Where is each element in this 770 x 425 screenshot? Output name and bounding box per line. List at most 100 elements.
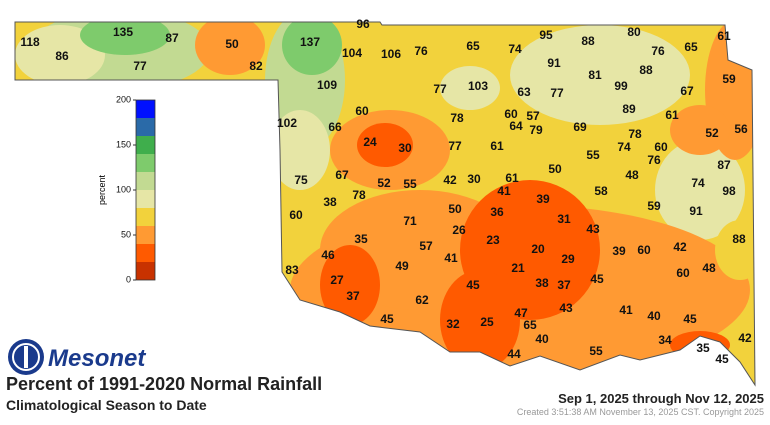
colorbar-tick-label: 200: [116, 94, 131, 104]
station-value: 38: [323, 195, 337, 209]
logo: Mesonet: [8, 339, 146, 375]
station-value: 57: [526, 109, 540, 123]
created: Created 3:51:38 AM November 13, 2025 CST…: [517, 407, 764, 417]
station-value: 55: [586, 148, 600, 162]
station-value: 56: [734, 122, 748, 136]
station-value: 78: [450, 111, 464, 125]
station-value: 102: [277, 116, 297, 130]
station-value: 43: [559, 301, 573, 315]
station-value: 50: [548, 162, 562, 176]
station-value: 58: [594, 184, 608, 198]
station-value: 89: [622, 102, 636, 116]
station-value: 76: [414, 44, 428, 58]
station-value: 37: [557, 278, 571, 292]
station-value: 50: [448, 202, 462, 216]
station-value: 78: [352, 188, 366, 202]
colorbar-tick-label: 150: [116, 139, 131, 149]
colorbar-tick-label: 0: [126, 274, 131, 284]
subtitle: Climatological Season to Date: [6, 397, 207, 413]
station-value: 47: [514, 306, 528, 320]
station-value: 35: [696, 341, 710, 355]
station-value: 71: [403, 214, 417, 228]
station-value: 64: [509, 119, 523, 133]
station-value: 77: [550, 86, 564, 100]
colorbar-bin: [136, 262, 155, 280]
station-value: 99: [614, 79, 628, 93]
colorbar-bin: [136, 226, 155, 244]
title: Percent of 1991-2020 Normal Rainfall: [6, 374, 322, 394]
colorbar-bin: [136, 100, 155, 118]
station-value: 46: [321, 248, 335, 262]
station-value: 20: [531, 242, 545, 256]
colorbar-bin: [136, 154, 155, 172]
station-value: 103: [468, 79, 488, 93]
station-value: 34: [658, 333, 672, 347]
station-value: 37: [346, 289, 360, 303]
station-value: 40: [647, 309, 661, 323]
colorbar-label: percent: [97, 174, 107, 205]
station-value: 65: [466, 39, 480, 53]
stations: 118 86 135 77 87 50 82 137 104 96 106 76 65 74 95 88 80 7…: [20, 17, 752, 366]
station-value: 96: [356, 17, 370, 31]
colorbar-bin: [136, 172, 155, 190]
station-value: 65: [684, 40, 698, 54]
station-value: 88: [639, 63, 653, 77]
colorbar-tick-label: 100: [116, 184, 131, 194]
station-value: 88: [732, 232, 746, 246]
station-value: 75: [294, 173, 308, 187]
period: Sep 1, 2025 through Nov 12, 2025: [558, 391, 764, 406]
station-value: 98: [722, 184, 736, 198]
station-value: 87: [165, 31, 179, 45]
station-value: 76: [651, 44, 665, 58]
station-value: 86: [55, 49, 69, 63]
station-value: 52: [377, 176, 391, 190]
station-value: 24: [363, 135, 377, 149]
station-value: 77: [448, 139, 462, 153]
station-value: 74: [617, 140, 631, 154]
station-value: 59: [722, 72, 736, 86]
station-value: 76: [647, 153, 661, 167]
station-value: 38: [535, 276, 549, 290]
station-value: 79: [529, 123, 543, 137]
station-value: 61: [717, 29, 731, 43]
station-value: 61: [505, 171, 519, 185]
station-value: 67: [680, 84, 694, 98]
station-value: 44: [507, 347, 521, 361]
station-value: 80: [627, 25, 641, 39]
station-value: 66: [328, 120, 342, 134]
colorbar-bin: [136, 244, 155, 262]
station-value: 30: [398, 141, 412, 155]
station-value: 42: [673, 240, 687, 254]
station-value: 87: [717, 158, 731, 172]
station-value: 62: [415, 293, 429, 307]
colorbar-bin: [136, 136, 155, 154]
colorbar: 0 50 100 150 200: [116, 94, 156, 284]
station-value: 65: [523, 318, 537, 332]
station-value: 48: [625, 168, 639, 182]
station-value: 109: [317, 78, 337, 92]
station-value: 77: [433, 82, 447, 96]
station-value: 82: [249, 59, 263, 73]
station-value: 41: [444, 251, 458, 265]
station-value: 45: [466, 278, 480, 292]
station-value: 49: [395, 259, 409, 273]
colorbar-bin: [136, 118, 155, 136]
station-value: 95: [539, 28, 553, 42]
station-value: 78: [628, 127, 642, 141]
station-value: 135: [113, 25, 133, 39]
station-value: 29: [561, 252, 575, 266]
station-value: 45: [715, 352, 729, 366]
station-value: 45: [683, 312, 697, 326]
station-value: 63: [517, 85, 531, 99]
station-value: 45: [590, 272, 604, 286]
colorbar-bin: [136, 208, 155, 226]
station-value: 104: [342, 46, 362, 60]
station-value: 42: [738, 331, 752, 345]
station-value: 88: [581, 34, 595, 48]
station-value: 21: [511, 261, 525, 275]
station-value: 25: [480, 315, 494, 329]
station-value: 23: [486, 233, 500, 247]
colorbar-bin: [136, 190, 155, 208]
